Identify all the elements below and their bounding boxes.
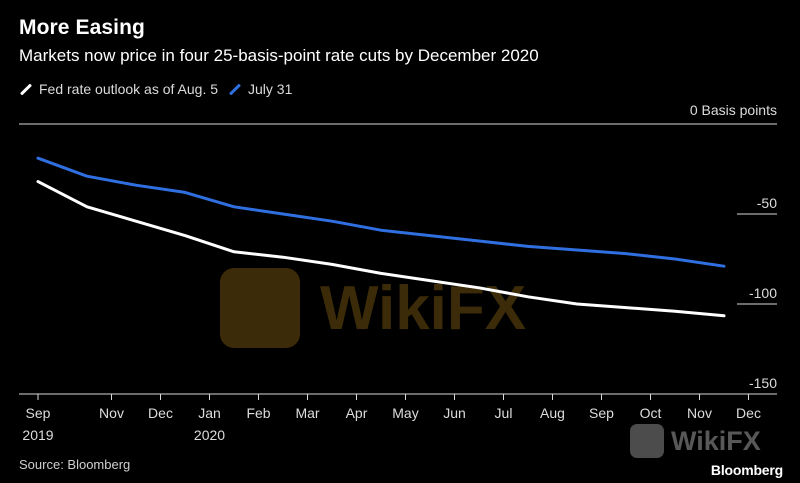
x-tick-label-14: Dec <box>736 405 761 421</box>
x-tick-label-9: Jul <box>495 405 513 421</box>
watermark-center: WikiFX <box>220 268 526 348</box>
legend-label-aug5: Fed rate outlook as of Aug. 5 <box>39 81 219 97</box>
x-tick-label-1: Nov <box>99 405 124 421</box>
source-note: Source: Bloomberg <box>19 457 131 472</box>
x-tick-label-13: Nov <box>687 405 712 421</box>
chart-subtitle: Markets now price in four 25-basis-point… <box>19 46 539 65</box>
x-tick-label-7: May <box>392 405 418 421</box>
x-tick-label-3: Jan <box>198 405 221 421</box>
series-line-july31 <box>36 156 726 268</box>
x-tick-label-10: Aug <box>540 405 565 421</box>
x-tick-label-5: Mar <box>295 405 319 421</box>
x-tick-label-6: Apr <box>346 405 368 421</box>
legend-item-aug5: Fed rate outlook as of Aug. 5 <box>19 81 218 97</box>
y-tick-label-150: -150 <box>749 375 777 391</box>
series-line-aug5 <box>36 180 726 318</box>
chart-title: More Easing <box>19 16 145 39</box>
x-tick-label-2: Dec <box>148 405 173 421</box>
x-tick-label-4: Feb <box>246 405 270 421</box>
watermark-corner: WikiFX <box>630 424 761 458</box>
x-tick-label-0: Sep <box>26 405 51 421</box>
watermark-text: WikiFX <box>320 273 527 343</box>
x-tick-sublabel-3: 2020 <box>194 427 225 443</box>
x-tick-label-8: Jun <box>443 405 466 421</box>
y-tick-label-0: 0 Basis points <box>690 102 777 118</box>
brand-logo: Bloomberg <box>710 462 783 478</box>
legend: Fed rate outlook as of Aug. 5 July 31 <box>19 81 302 97</box>
watermark-logo-icon <box>220 268 300 348</box>
x-tick-label-11: Sep <box>589 405 614 421</box>
y-tick-label-100: -100 <box>749 285 777 301</box>
x-tick-label-12: Oct <box>640 405 662 421</box>
x-tick-sublabel-0: 2019 <box>22 427 53 443</box>
watermark-corner-logo-icon <box>630 424 664 458</box>
y-tick-label-50: -50 <box>757 195 777 211</box>
legend-label-july31: July 31 <box>248 81 293 97</box>
legend-item-july31: July 31 <box>228 81 292 97</box>
watermark-corner-text: WikiFX <box>671 425 761 456</box>
